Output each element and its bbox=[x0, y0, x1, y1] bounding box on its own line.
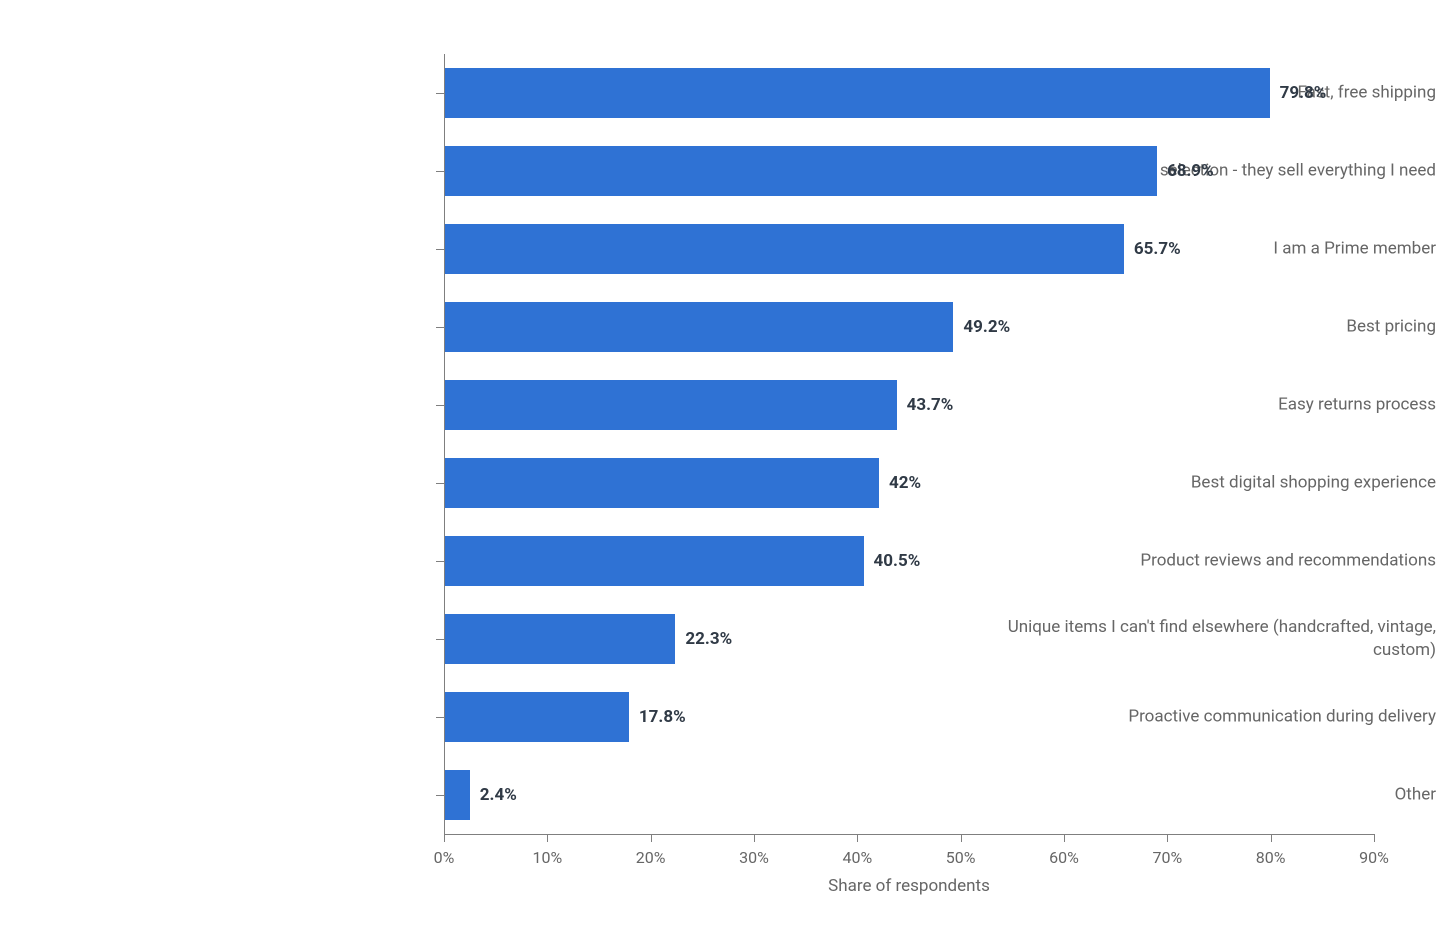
y-tick bbox=[436, 249, 444, 250]
y-tick bbox=[436, 639, 444, 640]
bar-value-label: 40.5% bbox=[874, 551, 921, 571]
x-axis-title: Share of respondents bbox=[828, 876, 990, 896]
category-label: Proactive communication during delivery bbox=[1000, 706, 1450, 729]
bar bbox=[445, 536, 864, 586]
bar-value-label: 17.8% bbox=[639, 707, 686, 727]
bar bbox=[445, 146, 1157, 196]
y-tick bbox=[436, 561, 444, 562]
y-tick bbox=[436, 483, 444, 484]
bar bbox=[445, 224, 1124, 274]
bar-value-label: 65.7% bbox=[1134, 239, 1181, 259]
bar-chart: 0% 10% 20% 30% 40% 50% 60% 70% 80% 90% Share of re… bbox=[0, 0, 1450, 936]
bar bbox=[445, 380, 897, 430]
x-tick-label: 40% bbox=[842, 848, 872, 867]
x-tick bbox=[651, 834, 652, 842]
category-label: Best pricing bbox=[1000, 316, 1450, 339]
bar-value-label: 79.8% bbox=[1280, 83, 1327, 103]
bar-value-label: 68.9% bbox=[1167, 161, 1214, 181]
bar-value-label: 42% bbox=[889, 473, 921, 493]
bar bbox=[445, 770, 470, 820]
bar bbox=[445, 692, 629, 742]
x-tick-label: 0% bbox=[434, 848, 455, 867]
y-tick bbox=[436, 327, 444, 328]
x-tick bbox=[1374, 834, 1375, 842]
x-tick-label: 60% bbox=[1049, 848, 1079, 867]
bar-value-label: 2.4% bbox=[480, 785, 517, 805]
category-label: Unique items I can't find elsewhere (han… bbox=[1000, 616, 1450, 662]
y-tick bbox=[436, 93, 444, 94]
x-tick bbox=[547, 834, 548, 842]
bar-value-label: 22.3% bbox=[685, 629, 732, 649]
y-tick bbox=[436, 405, 444, 406]
bar bbox=[445, 614, 675, 664]
x-tick bbox=[754, 834, 755, 842]
x-tick bbox=[1167, 834, 1168, 842]
x-tick bbox=[1064, 834, 1065, 842]
x-tick bbox=[1271, 834, 1272, 842]
bar-value-label: 49.2% bbox=[963, 317, 1010, 337]
x-tick bbox=[857, 834, 858, 842]
x-tick-label: 30% bbox=[739, 848, 769, 867]
category-label: Product reviews and recommendations bbox=[1000, 550, 1450, 573]
x-axis-line bbox=[444, 834, 1374, 835]
x-tick-label: 80% bbox=[1256, 848, 1286, 867]
bar bbox=[445, 458, 879, 508]
y-tick bbox=[436, 795, 444, 796]
x-tick-label: 70% bbox=[1152, 848, 1182, 867]
x-tick-label: 50% bbox=[946, 848, 976, 867]
x-tick-label: 20% bbox=[636, 848, 666, 867]
y-tick bbox=[436, 717, 444, 718]
x-tick-label: 10% bbox=[532, 848, 562, 867]
x-tick bbox=[961, 834, 962, 842]
category-label: Best digital shopping experience bbox=[1000, 472, 1450, 495]
category-label: Other bbox=[1000, 784, 1450, 807]
bar bbox=[445, 302, 953, 352]
x-tick bbox=[444, 834, 445, 842]
x-tick-label: 90% bbox=[1359, 848, 1389, 867]
bar bbox=[445, 68, 1270, 118]
y-tick bbox=[436, 171, 444, 172]
bar-value-label: 43.7% bbox=[907, 395, 954, 415]
category-label: Easy returns process bbox=[1000, 394, 1450, 417]
